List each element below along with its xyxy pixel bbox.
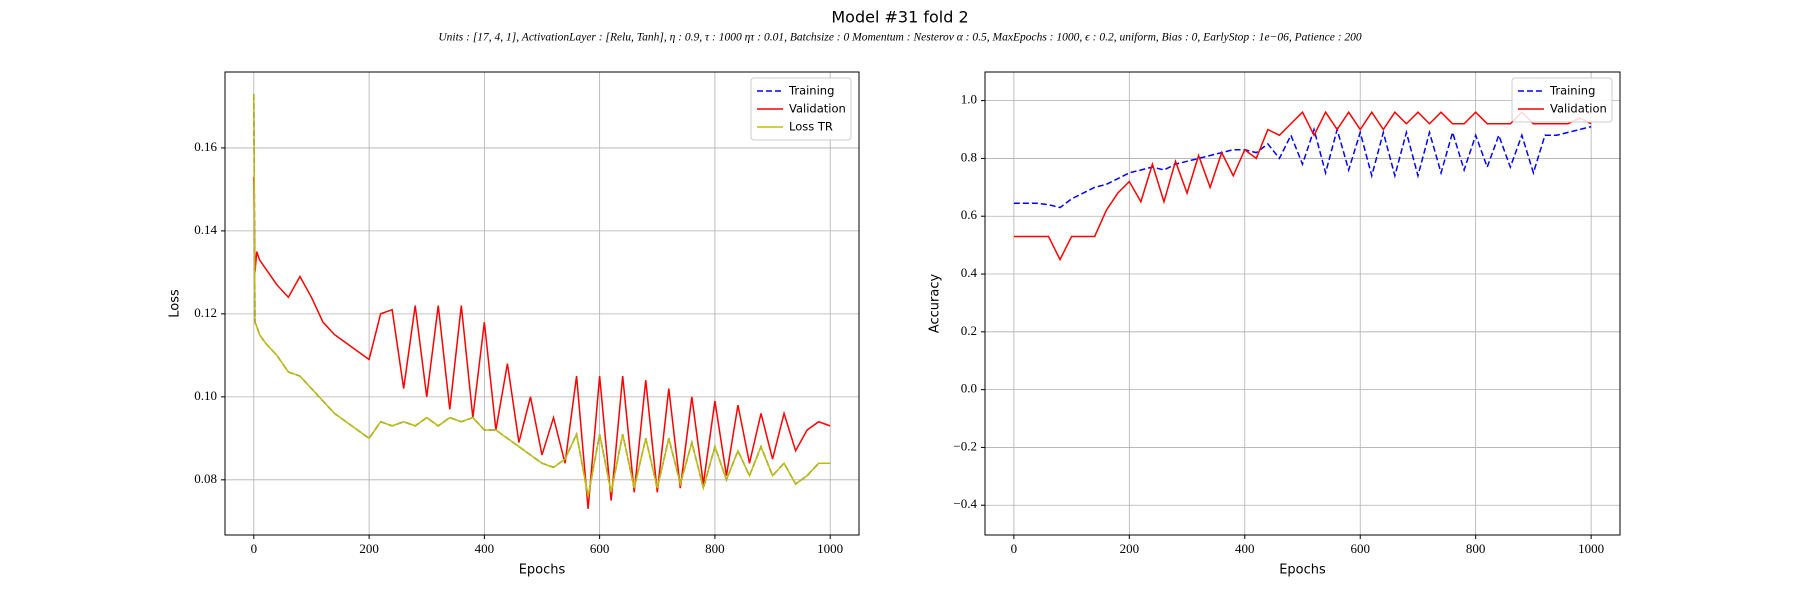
plot-frame bbox=[224, 71, 860, 536]
legend-box bbox=[750, 77, 852, 141]
x-axis-label: Epochs bbox=[1279, 563, 1326, 578]
x-tick-label: 1000 bbox=[1578, 541, 1604, 556]
y-tick-label: 0.14 bbox=[194, 222, 217, 237]
x-tick-label: 0 bbox=[1011, 541, 1018, 556]
x-tick-label: 400 bbox=[475, 541, 495, 556]
plot-frame bbox=[984, 71, 1621, 536]
y-tick-label: −0.2 bbox=[953, 438, 977, 453]
x-tick-label: 0 bbox=[251, 541, 258, 556]
x-tick-label: 800 bbox=[705, 541, 725, 556]
series-line bbox=[253, 93, 831, 497]
legend-label: Validation bbox=[1550, 102, 1607, 116]
series-line bbox=[253, 176, 831, 509]
y-tick-label: 0.10 bbox=[194, 388, 217, 403]
x-tick-label: 800 bbox=[1466, 541, 1486, 556]
y-tick-label: 0.6 bbox=[961, 207, 978, 222]
y-tick-label: 0.08 bbox=[194, 471, 217, 486]
x-tick-label: 600 bbox=[1350, 541, 1370, 556]
y-tick-label: 0.12 bbox=[194, 305, 217, 320]
y-tick-label: 1.0 bbox=[961, 92, 977, 107]
y-tick-label: −0.4 bbox=[953, 496, 977, 511]
y-tick-label: 0.16 bbox=[194, 139, 217, 154]
legend-label: Training bbox=[1549, 84, 1595, 98]
x-tick-label: 600 bbox=[590, 541, 610, 556]
y-axis-label: Loss bbox=[168, 289, 183, 318]
y-tick-label: 0.0 bbox=[961, 381, 977, 396]
y-tick-label: 0.2 bbox=[961, 323, 977, 338]
figure-subtitle: Units : [17, 4, 1], ActivationLayer : [R… bbox=[438, 32, 1362, 44]
legend-label: Loss TR bbox=[789, 120, 833, 134]
legend-box bbox=[1511, 77, 1613, 123]
x-tick-label: 400 bbox=[1235, 541, 1255, 556]
figure-title: Model #31 fold 2 bbox=[831, 8, 968, 27]
x-tick-label: 200 bbox=[359, 541, 379, 556]
y-axis-label: Accuracy bbox=[928, 274, 943, 334]
x-axis-label: Epochs bbox=[519, 563, 566, 578]
legend-label: Validation bbox=[789, 102, 846, 116]
series-line bbox=[1013, 125, 1592, 209]
legend-label: Training bbox=[788, 84, 834, 98]
x-tick-label: 200 bbox=[1120, 541, 1140, 556]
y-tick-label: 0.4 bbox=[961, 265, 978, 280]
y-tick-label: 0.8 bbox=[961, 149, 977, 164]
series-line bbox=[1013, 110, 1592, 262]
x-tick-label: 1000 bbox=[817, 541, 843, 556]
